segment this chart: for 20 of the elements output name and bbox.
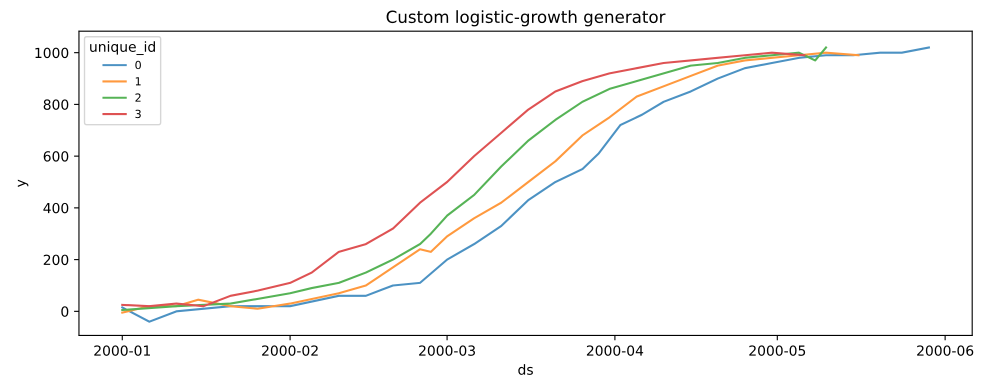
legend-label: 2	[135, 93, 141, 102]
legend-label: 3	[135, 110, 141, 118]
x-tick-label: 2000-01	[94, 345, 150, 356]
legend-label: 0	[135, 60, 141, 70]
y-axis-title: y	[18, 180, 28, 187]
y-tick-label: 400	[43, 202, 68, 214]
y-tick-label: 0	[61, 306, 68, 317]
y-tick-label: 600	[44, 151, 68, 162]
x-tick-label: 2000-02	[262, 345, 318, 356]
y-tick-label: 1000	[35, 48, 68, 58]
legend-title: unique_id	[90, 41, 155, 56]
chart-title: Custom logistic-growth generator	[386, 10, 666, 26]
y-tick-label: 800	[44, 99, 68, 110]
x-tick-label: 2000-03	[419, 345, 475, 356]
x-axis-title: ds	[518, 364, 533, 375]
x-tick-label: 2000-06	[917, 345, 974, 356]
x-tick-label: 2000-05	[749, 345, 806, 356]
x-tick-label: 2000-04	[586, 345, 644, 356]
y-tick-label: 200	[44, 254, 68, 266]
legend-label: 1	[136, 77, 141, 86]
